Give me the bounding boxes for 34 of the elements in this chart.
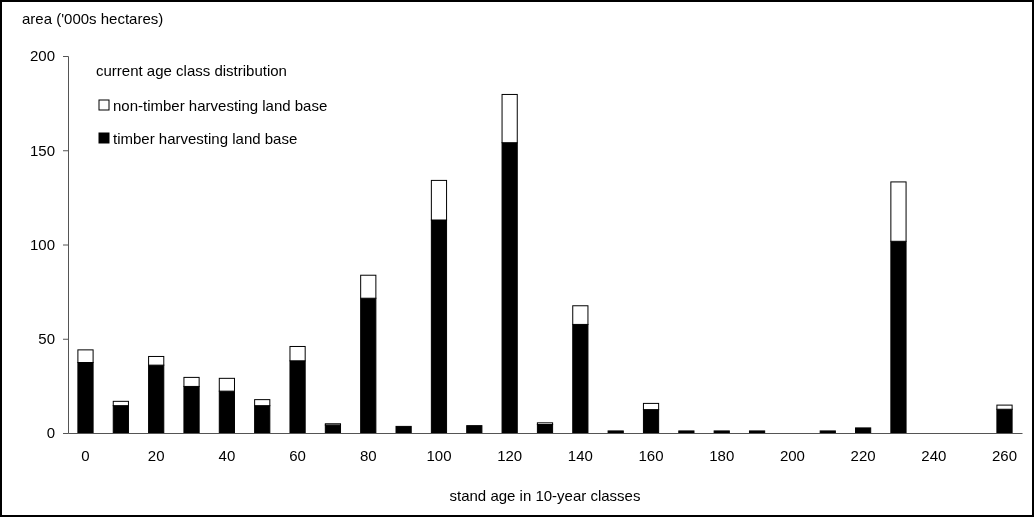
x-axis-title: stand age in 10-year classes [449,487,641,504]
x-tick-label: 240 [921,446,947,464]
y-axis-title: area ('000s hectares) [22,10,164,27]
bar [678,430,695,434]
bar [112,405,129,434]
legend-label: non-timber harvesting land base [113,97,328,114]
x-tick-label: 180 [709,446,735,464]
x-tick-label: 260 [991,446,1018,464]
x-tick-label: 160 [638,446,664,464]
x-tick-label: 220 [850,446,876,464]
x-tick-label: 200 [779,446,805,464]
x-tick-label: 80 [359,446,377,464]
bar [607,430,624,434]
y-tick-label: 50 [38,330,55,348]
y-tick-label: 200 [29,47,55,65]
x-tick-label: 0 [81,446,90,464]
y-tick-label: 0 [46,424,55,442]
bar [713,430,730,434]
bar [819,430,836,434]
x-tick-label: 140 [567,446,593,464]
chart-title: current age class distribution [96,62,287,79]
bar [466,425,483,434]
y-tick-label: 150 [29,141,55,159]
bar [855,427,872,434]
x-tick-label: 40 [218,446,236,464]
legend-label: timber harvesting land base [113,130,298,147]
bar [996,408,1013,434]
x-tick-label: 60 [289,446,306,464]
x-tick-label: 120 [497,446,523,464]
bar [748,430,766,434]
x-tick-label: 20 [147,446,165,464]
bar [395,425,412,434]
y-tick-label: 100 [29,235,55,253]
x-tick-label: 100 [426,446,452,464]
